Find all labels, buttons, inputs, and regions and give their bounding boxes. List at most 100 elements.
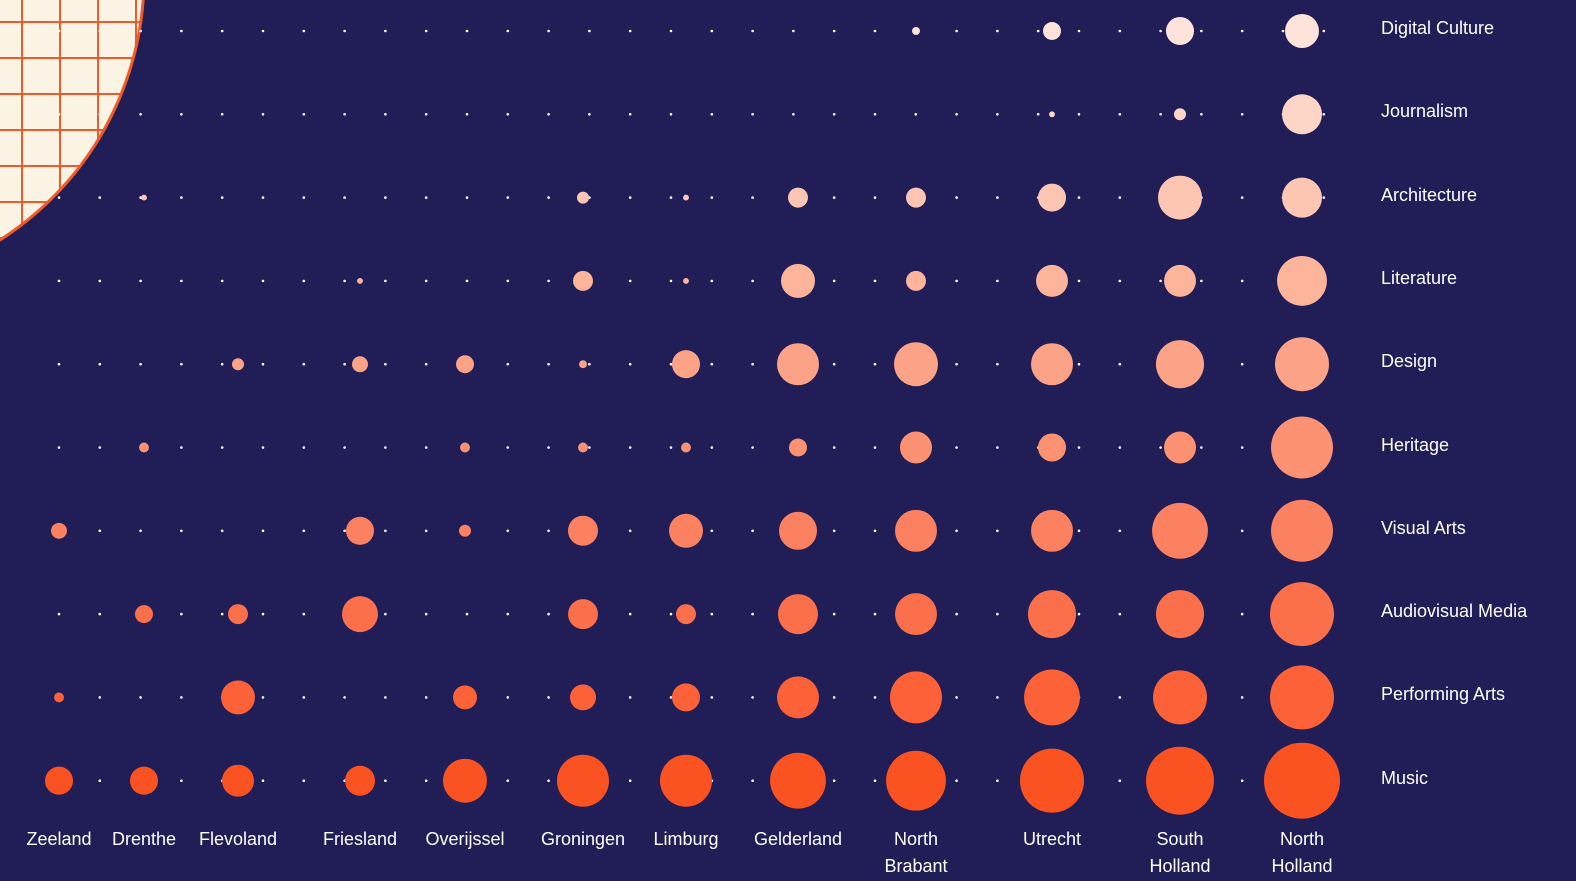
rail-dot — [710, 612, 714, 616]
rail-dot — [180, 279, 183, 283]
rail-dot — [1118, 196, 1122, 199]
rail-dot — [710, 279, 714, 283]
x-tick-label: Zeeland — [26, 829, 92, 849]
rail-dot — [1240, 779, 1244, 782]
rail-dot — [302, 696, 306, 699]
rail-dot — [261, 113, 265, 116]
rail-dot — [955, 696, 958, 699]
rail-dot — [628, 196, 632, 199]
bubble — [1155, 590, 1205, 639]
rail-dot — [139, 696, 142, 699]
rail-dot — [1159, 279, 1162, 283]
rail-dot — [955, 446, 958, 449]
rail-dot — [547, 612, 550, 616]
rail-dot — [220, 196, 224, 199]
rail-dot — [628, 779, 632, 782]
bubble — [1031, 343, 1073, 386]
rail-dot — [424, 362, 428, 366]
rail-dot — [547, 696, 550, 699]
bubble — [1024, 669, 1080, 726]
rail-dot — [1077, 113, 1081, 116]
rail-dot — [588, 29, 591, 33]
rail-dot — [343, 29, 346, 33]
rail-dot — [180, 612, 183, 616]
bubble — [906, 187, 926, 208]
bubble — [895, 593, 937, 636]
rail-dot — [873, 696, 877, 699]
rail-dot — [710, 529, 714, 533]
rail-dot — [1159, 446, 1162, 449]
legend-label: Heritage — [1381, 434, 1450, 455]
rail-dot — [832, 779, 836, 782]
rail-dot — [424, 529, 428, 533]
rail-dot — [1077, 612, 1081, 616]
bubble — [1155, 340, 1205, 389]
bubble — [1037, 433, 1067, 462]
rail-dot — [832, 113, 836, 116]
rail-dot — [180, 113, 183, 116]
rail-dot — [547, 279, 550, 283]
bubble — [1036, 264, 1068, 297]
rail-dot — [996, 362, 999, 366]
rail-dot — [343, 446, 346, 449]
bubble — [1277, 255, 1327, 306]
rail-dot — [180, 362, 183, 366]
rail-dot — [1240, 529, 1244, 533]
bubble — [1031, 509, 1073, 552]
rail-dot — [751, 279, 754, 283]
bubble — [570, 684, 596, 711]
rail-dot — [343, 279, 346, 283]
bubble — [1158, 175, 1202, 220]
x-tick-label: Flevoland — [198, 829, 278, 849]
rail-dot — [751, 612, 754, 616]
rail-dot — [302, 779, 306, 782]
rail-dot — [261, 279, 265, 283]
x-tick-label: Overijssel — [425, 829, 505, 849]
rail-dot — [261, 779, 265, 782]
rail-dot — [1240, 196, 1244, 199]
rail-dot — [384, 362, 387, 366]
bubble — [1269, 665, 1335, 730]
rail-dot — [424, 612, 428, 616]
rail-dot — [261, 196, 265, 199]
bubble — [344, 765, 376, 796]
bubble — [778, 594, 818, 635]
rail-dot — [57, 362, 61, 366]
rail-dot — [873, 196, 877, 199]
bubble — [221, 680, 255, 715]
legend-label: Literature — [1381, 267, 1458, 288]
rail-dot — [628, 612, 632, 616]
rail-dot — [1322, 113, 1326, 116]
rail-dot — [180, 446, 183, 449]
rail-dot — [302, 279, 306, 283]
rail-dot — [384, 779, 387, 782]
rail-dot — [98, 113, 102, 116]
rail-dot — [465, 113, 469, 116]
rail-dot — [751, 446, 754, 449]
rail-dot — [710, 446, 714, 449]
rail-dot — [710, 196, 714, 199]
rail-dot — [1118, 29, 1122, 33]
bubble — [1043, 22, 1061, 40]
rail-dot — [1281, 29, 1285, 33]
rail-dot — [1240, 696, 1244, 699]
rail-dot — [628, 362, 632, 366]
bubble — [228, 604, 248, 625]
rail-dot — [424, 279, 428, 283]
bubble — [671, 683, 701, 712]
rail-dot — [996, 113, 999, 116]
rail-dot — [669, 29, 673, 33]
bubble — [1049, 111, 1055, 118]
rail-dot — [628, 279, 632, 283]
rail-dot — [792, 29, 795, 33]
rail-dot — [465, 279, 469, 283]
rail-dot — [547, 529, 550, 533]
x-tick-label: Friesland — [322, 829, 398, 849]
bubble — [1037, 183, 1067, 212]
rail-dot — [1036, 29, 1040, 33]
rail-dot — [98, 29, 102, 33]
rail-dot — [465, 196, 469, 199]
bubble — [352, 356, 368, 373]
legend-label: Architecture — [1381, 184, 1478, 205]
